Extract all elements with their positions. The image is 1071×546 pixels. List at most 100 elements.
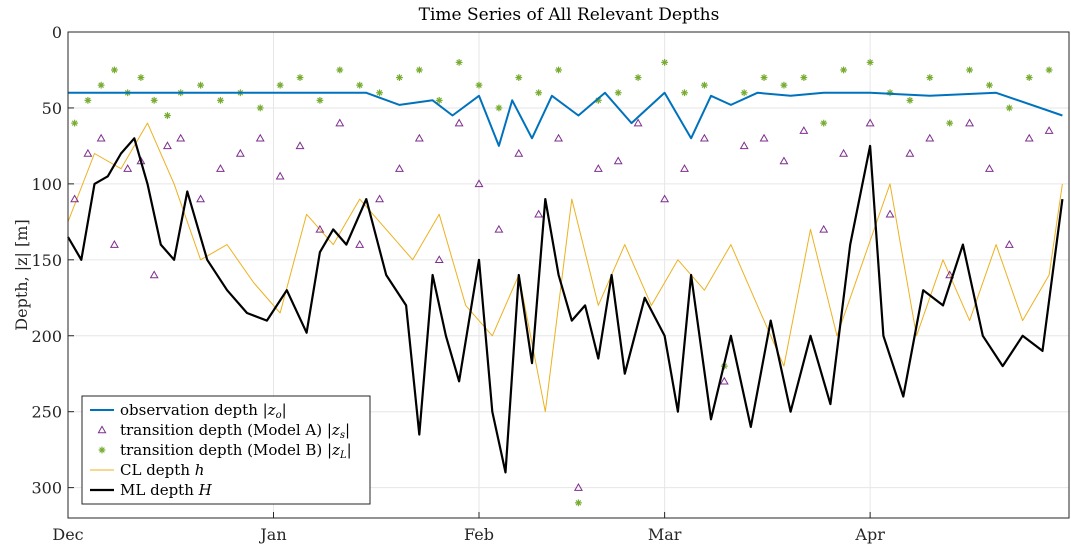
model-a-marker bbox=[414, 133, 424, 142]
model-a-marker bbox=[554, 133, 564, 142]
model-b-marker bbox=[475, 81, 483, 89]
model-b-marker bbox=[681, 89, 688, 97]
model-b-marker bbox=[376, 89, 383, 97]
model-b-marker bbox=[455, 58, 463, 66]
model-b-marker bbox=[164, 112, 171, 119]
model-a-marker bbox=[97, 425, 107, 434]
model-a-marker bbox=[109, 240, 119, 248]
model-b-marker bbox=[415, 66, 423, 74]
grid bbox=[67, 31, 1069, 518]
model-b-marker bbox=[966, 66, 973, 74]
model-b-marker bbox=[614, 89, 622, 97]
series-line-0 bbox=[68, 91, 1063, 147]
model-b-marker bbox=[700, 81, 708, 89]
model-a-marker bbox=[149, 270, 159, 279]
legend-label: ML depth H bbox=[120, 481, 213, 499]
chart-title: Time Series of All Relevant Depths bbox=[419, 5, 720, 25]
model-a-marker bbox=[355, 240, 365, 248]
axes: Dec Jan Feb Mar Apr 0 50 100 150 200 250 300 bbox=[31, 23, 885, 544]
model-b-marker bbox=[780, 81, 788, 89]
model-a-marker bbox=[1024, 133, 1034, 142]
model-b-marker bbox=[515, 74, 523, 81]
model-a-marker bbox=[593, 164, 603, 172]
legend-label: observation depth |zo| bbox=[120, 401, 287, 421]
legend-label: CL depth h bbox=[120, 461, 204, 479]
model-a-marker bbox=[779, 156, 789, 165]
model-a-marker bbox=[573, 483, 583, 491]
model-a-marker bbox=[162, 141, 172, 150]
model-a-marker bbox=[945, 270, 955, 279]
model-a-marker bbox=[613, 156, 623, 165]
model-b-marker bbox=[197, 81, 204, 89]
model-a-marker bbox=[534, 209, 544, 218]
model-b-marker bbox=[946, 119, 954, 127]
series-layer bbox=[67, 58, 1064, 507]
model-b-marker bbox=[356, 81, 364, 89]
model-b-marker bbox=[840, 66, 848, 74]
model-b-marker bbox=[396, 74, 403, 81]
model-a-marker bbox=[176, 133, 186, 142]
model-a-marker bbox=[1044, 126, 1054, 134]
model-b-marker bbox=[217, 96, 224, 104]
model-a-marker bbox=[633, 118, 643, 127]
model-a-marker bbox=[96, 133, 106, 142]
model-a-marker bbox=[739, 141, 749, 150]
model-a-marker bbox=[494, 224, 504, 233]
legend-box bbox=[81, 395, 371, 505]
model-b-marker bbox=[555, 66, 562, 74]
model-b-marker bbox=[84, 96, 92, 104]
x-tick-label: Dec bbox=[52, 525, 83, 544]
x-tick-label: Apr bbox=[854, 525, 885, 544]
model-a-marker bbox=[925, 133, 935, 142]
legend-label: transition depth (Model A) |zs| bbox=[120, 421, 350, 441]
model-a-marker bbox=[315, 224, 325, 233]
model-a-marker bbox=[819, 224, 829, 233]
x-tick-label: Feb bbox=[464, 525, 494, 544]
model-a-marker bbox=[885, 209, 895, 218]
model-b-marker bbox=[866, 58, 874, 66]
model-a-marker bbox=[295, 141, 305, 150]
model-b-marker bbox=[97, 81, 105, 89]
plot-frame bbox=[67, 31, 1070, 519]
legend-label: transition depth (Model B) |zL| bbox=[120, 441, 352, 461]
model-b-marker bbox=[1025, 74, 1033, 81]
model-b-marker bbox=[336, 66, 344, 74]
model-b-marker bbox=[575, 499, 582, 507]
model-b-marker bbox=[98, 446, 106, 454]
model-b-marker bbox=[111, 66, 118, 74]
model-a-marker bbox=[216, 164, 225, 172]
y-axis-label: Depth, |z| [m] bbox=[12, 219, 31, 330]
model-b-marker bbox=[820, 119, 828, 127]
model-a-marker bbox=[83, 148, 93, 157]
model-b-marker bbox=[535, 89, 543, 97]
model-b-marker bbox=[316, 96, 324, 104]
model-b-marker bbox=[1045, 66, 1053, 74]
y-tick-label: 150 bbox=[31, 251, 62, 270]
model-b-marker bbox=[986, 81, 993, 89]
model-a-marker bbox=[375, 194, 385, 203]
model-a-marker bbox=[255, 133, 265, 142]
model-a-marker bbox=[799, 126, 809, 134]
model-a-marker bbox=[965, 118, 975, 127]
x-tick-label: Mar bbox=[648, 525, 682, 544]
model-b-marker bbox=[661, 58, 669, 66]
legend: observation depth |zo|transition depth (… bbox=[81, 395, 371, 505]
model-b-marker bbox=[740, 89, 748, 97]
series-line-3 bbox=[67, 122, 1063, 413]
x-tick-label: Jan bbox=[258, 525, 286, 544]
model-a-marker bbox=[514, 148, 524, 157]
y-tick-label: 50 bbox=[42, 99, 62, 118]
model-a-marker bbox=[434, 255, 444, 264]
model-b-marker bbox=[634, 74, 642, 81]
model-b-marker bbox=[926, 74, 934, 81]
model-a-marker bbox=[839, 148, 849, 157]
model-b-marker bbox=[760, 74, 768, 81]
model-b-marker bbox=[71, 119, 79, 127]
model-b-marker bbox=[150, 96, 158, 104]
model-b-marker bbox=[276, 81, 284, 89]
model-a-marker bbox=[196, 194, 206, 203]
model-a-marker bbox=[474, 179, 484, 188]
y-tick-label: 0 bbox=[52, 23, 62, 42]
model-a-marker bbox=[759, 133, 769, 142]
